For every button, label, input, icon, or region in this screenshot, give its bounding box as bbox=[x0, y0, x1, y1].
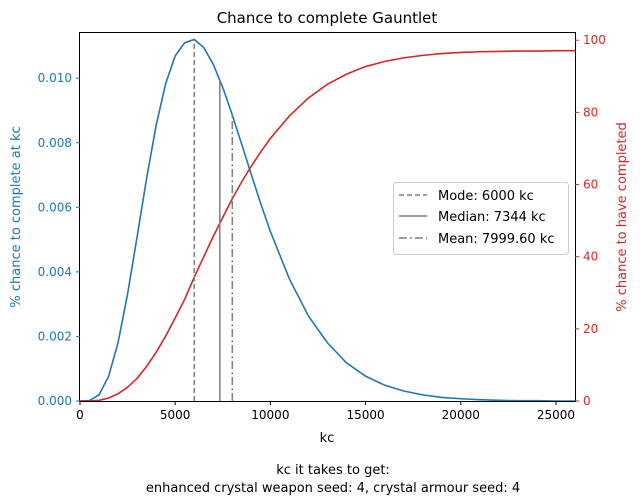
plot-vlines bbox=[193, 39, 234, 401]
right-tick-label: 100 bbox=[583, 33, 606, 47]
right-axis-ticks: 0 20 40 60 80 100 bbox=[575, 33, 606, 408]
x-tick-label: 5000 bbox=[160, 408, 191, 422]
x-tick-label: 0 bbox=[76, 408, 84, 422]
plot-frame bbox=[79, 32, 576, 402]
legend-box bbox=[393, 182, 569, 255]
left-axis-label: % chance to complete at kc bbox=[9, 126, 24, 307]
left-tick-label: 0.002 bbox=[38, 329, 72, 343]
legend: Mode: 6000 kc Median: 7344 kc Mean: 7999… bbox=[393, 182, 569, 255]
right-tick-label: 0 bbox=[583, 394, 591, 408]
right-tick-label: 80 bbox=[583, 105, 598, 119]
right-axis-label: % chance to have completed bbox=[615, 122, 630, 312]
legend-label-mode: Mode: 6000 kc bbox=[438, 189, 534, 204]
caption-line-2: enhanced crystal weapon seed: 4, crystal… bbox=[146, 481, 520, 496]
legend-label-median: Median: 7344 kc bbox=[438, 210, 546, 225]
left-axis-ticks: 0.000 0.002 0.004 0.006 0.008 0.010 bbox=[38, 71, 80, 408]
x-tick-label: 15000 bbox=[346, 408, 384, 422]
x-axis-ticks: 0 5000 10000 15000 20000 25000 bbox=[76, 401, 575, 422]
right-tick-label: 40 bbox=[583, 250, 598, 264]
left-tick-label: 0.000 bbox=[38, 394, 72, 408]
x-tick-label: 10000 bbox=[251, 408, 289, 422]
x-axis-label: kc bbox=[320, 431, 335, 446]
chart-title: Chance to complete Gauntlet bbox=[217, 9, 438, 27]
left-tick-label: 0.006 bbox=[38, 200, 72, 214]
left-tick-label: 0.008 bbox=[38, 136, 72, 150]
legend-label-mean: Mean: 7999.60 kc bbox=[438, 232, 555, 247]
right-tick-label: 20 bbox=[583, 322, 598, 336]
pdf-line-left-series bbox=[79, 38, 575, 402]
cdf-line-right-series bbox=[80, 49, 575, 402]
caption-line-1: kc it takes to get: bbox=[276, 463, 390, 478]
left-tick-label: 0.004 bbox=[38, 265, 72, 279]
left-tick-label: 0.010 bbox=[38, 71, 72, 85]
x-tick-label: 20000 bbox=[442, 408, 480, 422]
plot-series bbox=[79, 38, 575, 402]
right-tick-label: 60 bbox=[583, 178, 598, 192]
x-tick-label: 25000 bbox=[537, 408, 575, 422]
